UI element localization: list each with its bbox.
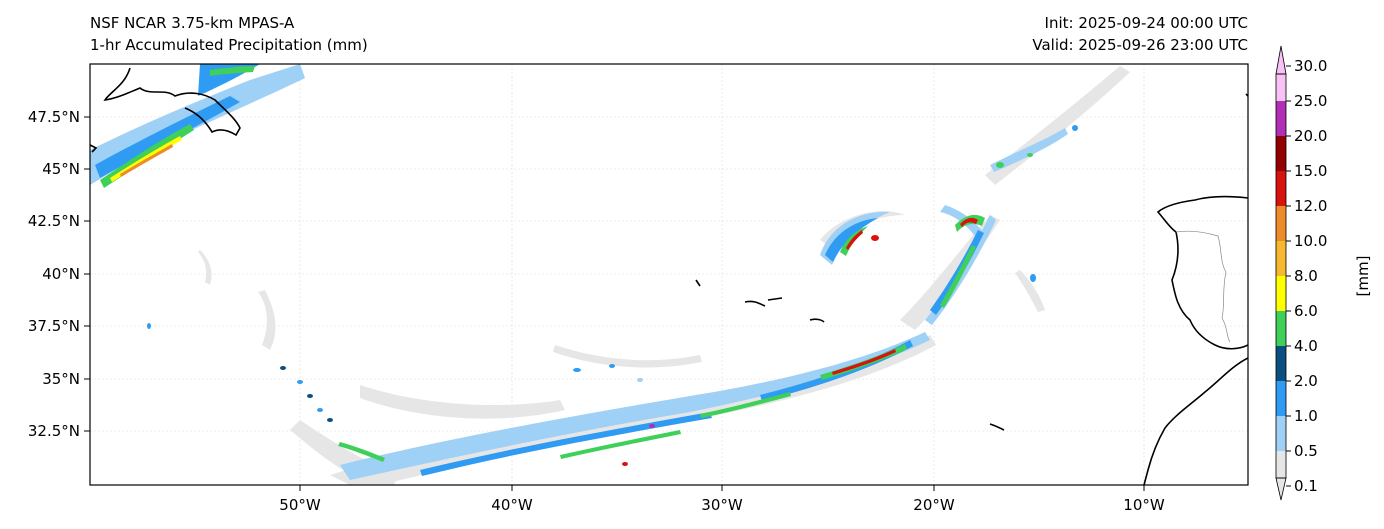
init-time: Init: 2025-09-24 00:00 UTC — [1044, 14, 1248, 32]
gridlines — [90, 64, 1248, 485]
colorbar-tick-label: 8.0 — [1294, 267, 1318, 285]
colorbar-tick-label: 20.0 — [1294, 127, 1327, 145]
lat-tick-label: 45°N — [42, 160, 80, 178]
coastlines — [90, 67, 1248, 485]
lon-tick-labels: 50°W 40°W 30°W 20°W 10°W — [279, 496, 1165, 514]
colorbar-swatch — [1276, 206, 1286, 241]
colorbar-tick-label: 12.0 — [1294, 197, 1327, 215]
lat-tick-label: 32.5°N — [28, 422, 80, 440]
lon-ticks — [299, 485, 1145, 491]
colorbar-tick-label: 25.0 — [1294, 92, 1327, 110]
colorbar-swatch — [1276, 381, 1286, 416]
colorbar-tick-label: 1.0 — [1294, 407, 1318, 425]
precip-cells — [147, 125, 1078, 466]
colorbar-swatch — [1276, 451, 1286, 478]
colorbar-swatch — [1276, 311, 1286, 346]
lat-tick-label: 35°N — [42, 370, 80, 388]
colorbar-swatch — [1276, 74, 1286, 101]
lon-tick-label: 40°W — [491, 496, 533, 514]
lat-tick-label: 40°N — [42, 265, 80, 283]
colorbar-swatch — [1276, 101, 1286, 136]
lat-tick-label: 42.5°N — [28, 212, 80, 230]
colorbar-swatch — [1276, 276, 1286, 311]
colorbar-swatch — [1276, 171, 1286, 206]
colorbar-tick-label: 10.0 — [1294, 232, 1327, 250]
colorbar-swatch — [1276, 416, 1286, 451]
field-title: 1-hr Accumulated Precipitation (mm) — [90, 36, 368, 54]
colorbar-tick-label: 15.0 — [1294, 162, 1327, 180]
colorbar-tick-label: 0.5 — [1294, 442, 1318, 460]
colorbar-extend-min — [1275, 477, 1287, 501]
colorbar-tick-label: 4.0 — [1294, 337, 1318, 355]
colorbar-swatch — [1276, 346, 1286, 381]
colorbar-tick-label: 0.1 — [1294, 477, 1318, 495]
colorbar-tick-label: 30.0 — [1294, 57, 1327, 75]
colorbar-label: [mm] — [1354, 256, 1372, 297]
colorbar-tick-label: 2.0 — [1294, 372, 1318, 390]
map-area — [90, 64, 1248, 485]
lon-tick-label: 10°W — [1123, 496, 1165, 514]
colorbar-swatch — [1276, 241, 1286, 276]
model-title: NSF NCAR 3.75-km MPAS-A — [90, 14, 295, 32]
lat-ticks — [84, 116, 90, 432]
colorbar-extend-max — [1275, 45, 1287, 75]
valid-time: Valid: 2025-09-26 23:00 UTC — [1032, 36, 1248, 54]
precip-heavy-cores — [100, 66, 985, 462]
colorbar: 0.1 0.5 1.0 2.0 4.0 6.0 8.0 10.0 12.0 15.0 20.0 25.… — [1275, 45, 1327, 501]
lat-tick-label: 47.5°N — [28, 108, 80, 126]
borders — [1175, 230, 1231, 343]
lon-tick-label: 20°W — [913, 496, 955, 514]
colorbar-swatch — [1276, 136, 1286, 171]
lon-tick-label: 50°W — [279, 496, 321, 514]
lon-tick-label: 30°W — [701, 496, 743, 514]
lat-tick-label: 37.5°N — [28, 317, 80, 335]
lat-tick-labels: 47.5°N 45°N 42.5°N 40°N 37.5°N 35°N 32.5… — [28, 108, 80, 440]
colorbar-tick-label: 6.0 — [1294, 302, 1318, 320]
